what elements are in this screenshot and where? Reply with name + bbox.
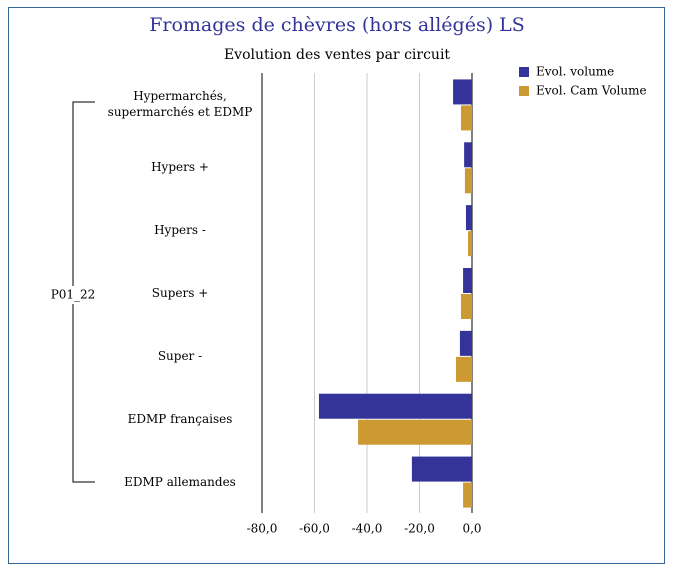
legend-swatch [519, 67, 529, 77]
bar [358, 419, 472, 445]
x-tick-label: -80,0 [247, 522, 278, 536]
bar [318, 393, 472, 419]
y-tick-label: Hypers + [151, 160, 209, 175]
y-tick-label: Hypermarchés, supermarchés et EDMP [107, 89, 253, 120]
legend-label: Evol. Cam Volume [536, 84, 647, 98]
bar [463, 268, 472, 293]
x-tick-label: -40,0 [352, 522, 383, 536]
x-tick-label: -20,0 [404, 522, 435, 536]
y-tick-label: EDMP françaises [127, 411, 233, 426]
bar [465, 205, 472, 231]
bar [411, 456, 472, 482]
frame [8, 7, 665, 564]
bar [460, 105, 472, 131]
bar [455, 356, 472, 382]
bar [453, 79, 472, 105]
y-tick-label: Supers + [151, 286, 209, 300]
bar [464, 142, 472, 168]
group-label-bg [40, 286, 106, 304]
x-tick-label: 0,0 [462, 522, 481, 536]
bar [468, 231, 472, 257]
y-tick-label: EDMP allemandes [124, 474, 236, 489]
group-label: P01_22 [51, 288, 96, 302]
bar [460, 294, 472, 319]
bar [463, 482, 472, 508]
bar [464, 168, 472, 194]
y-tick-label: Super - [157, 348, 203, 363]
x-tick-label: -60,0 [299, 522, 330, 536]
legend-swatch [519, 86, 529, 96]
legend-label: Evol. volume [536, 65, 614, 79]
chart-subtitle: Evolution des ventes par circuit [224, 47, 450, 63]
chart-title: Fromages de chèvres (hors allégés) LS [149, 14, 525, 36]
bar [459, 330, 472, 356]
y-tick-label: Hypers - [154, 223, 206, 238]
